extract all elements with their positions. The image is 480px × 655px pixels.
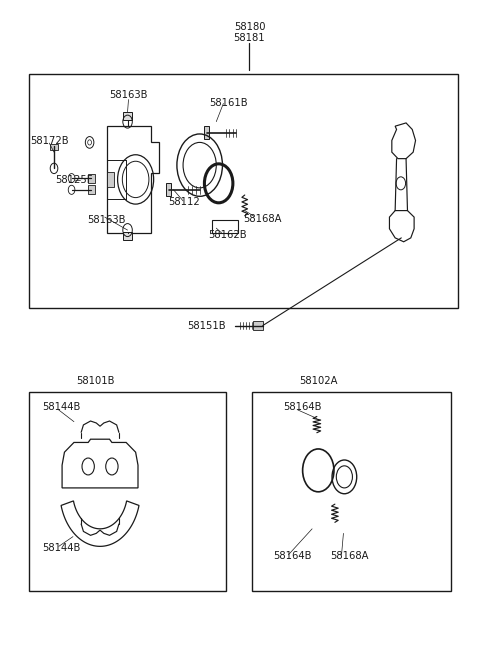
- Text: 58162B: 58162B: [208, 230, 246, 240]
- Text: 58164B: 58164B: [273, 551, 312, 561]
- Text: 58168A: 58168A: [243, 214, 282, 224]
- Bar: [123, 112, 132, 120]
- Bar: [204, 126, 209, 139]
- Text: 58163B: 58163B: [109, 90, 148, 100]
- Text: 58144B: 58144B: [42, 543, 81, 553]
- Bar: [252, 392, 451, 591]
- Bar: [88, 185, 95, 195]
- Bar: [29, 74, 458, 308]
- Text: 58181: 58181: [234, 33, 265, 43]
- Text: 58101B: 58101B: [76, 376, 115, 386]
- Bar: [253, 321, 263, 330]
- Text: 58151B: 58151B: [187, 320, 226, 331]
- Bar: [167, 183, 171, 196]
- Text: 58168A: 58168A: [330, 551, 369, 561]
- Text: 58180: 58180: [234, 22, 265, 33]
- Text: 58144B: 58144B: [42, 402, 81, 412]
- Text: 58163B: 58163B: [87, 215, 126, 225]
- Text: 58172B: 58172B: [30, 136, 69, 146]
- Text: 58125F: 58125F: [55, 175, 93, 185]
- Text: 58161B: 58161B: [209, 98, 248, 109]
- Bar: [29, 392, 226, 591]
- Bar: [212, 220, 238, 233]
- Bar: [88, 174, 95, 183]
- Bar: [107, 172, 114, 187]
- Bar: [50, 143, 58, 150]
- Text: 58102A: 58102A: [299, 376, 337, 386]
- Text: 58164B: 58164B: [283, 402, 321, 412]
- Text: 58112: 58112: [168, 197, 200, 207]
- Bar: [123, 232, 132, 240]
